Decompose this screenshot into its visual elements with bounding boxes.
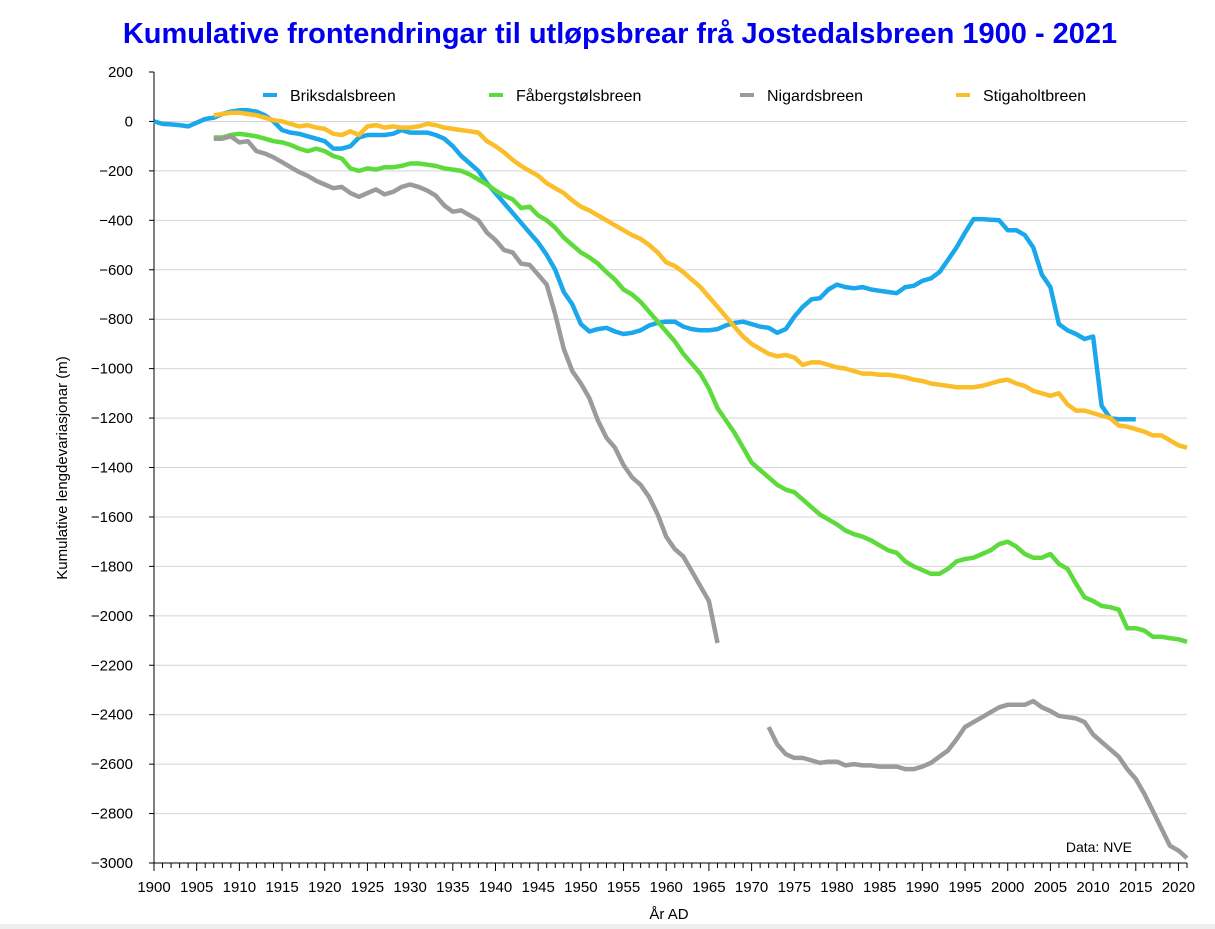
y-tick-label: −1000 — [91, 361, 133, 378]
x-tick-label: 1930 — [393, 879, 426, 896]
chart-title: Kumulative frontendringar til utløpsbrea… — [122, 18, 1118, 50]
y-tick-label: −800 — [99, 311, 133, 328]
y-axis-title: Kumulative lengdevariasjonar (m) — [54, 356, 71, 579]
x-tick-label: 1955 — [607, 879, 640, 896]
y-tick-label: −600 — [99, 262, 133, 279]
legend-label-stigaholtbreen: Stigaholtbreen — [983, 88, 1086, 105]
x-tick-label: 1995 — [948, 879, 981, 896]
x-tick-label: 1960 — [650, 879, 683, 896]
y-tick-label: −2400 — [91, 707, 133, 724]
series-line-stigaholtbreen — [213, 110, 1188, 450]
x-tick-label: 1910 — [223, 879, 256, 896]
series-line-briksdalsbreen — [153, 108, 1136, 422]
x-tick-label: 1970 — [735, 879, 768, 896]
x-tick-label: 1975 — [778, 879, 811, 896]
x-tick-label: 1980 — [820, 879, 853, 896]
y-tick-label: −400 — [99, 212, 133, 229]
y-tick-label: −2600 — [91, 756, 133, 773]
x-tick-label: 1915 — [265, 879, 298, 896]
x-tick-label: 1900 — [137, 879, 170, 896]
legend-label-briksdalsbreen: Briksdalsbreen — [290, 88, 396, 105]
y-tick-label: −1800 — [91, 558, 133, 575]
y-tick-label: −1600 — [91, 509, 133, 526]
y-tick-label: −3000 — [91, 855, 133, 872]
x-axis-title: År AD — [649, 906, 688, 923]
legend-label-nigardsbreen: Nigardsbreen — [767, 88, 863, 105]
series-line-nigardsbreen — [766, 698, 1189, 860]
x-tick-label: 1990 — [906, 879, 939, 896]
window-bottom-edge — [0, 924, 1215, 929]
x-tick-label: 1925 — [351, 879, 384, 896]
y-tick-label: −1200 — [91, 410, 133, 427]
x-tick-label: 1945 — [521, 879, 554, 896]
source-note: Data: NVE — [1066, 839, 1132, 855]
x-tick-label: 1935 — [436, 879, 469, 896]
x-tick-label: 1940 — [479, 879, 512, 896]
series-line-nigardsbreen — [213, 134, 720, 644]
grid-lines — [154, 120, 1187, 815]
x-tick-label: 2005 — [1034, 879, 1067, 896]
x-tick-label: 1965 — [692, 879, 725, 896]
x-tick-label: 1950 — [564, 879, 597, 896]
y-tick-label: 200 — [108, 64, 133, 81]
x-tick-label: 2015 — [1119, 879, 1152, 896]
x-tick-label: 1920 — [308, 879, 341, 896]
series-lines — [153, 108, 1189, 860]
x-tick-label: 1985 — [863, 879, 896, 896]
y-tick-label: −2200 — [91, 657, 133, 674]
y-tick-label: −2800 — [91, 806, 133, 823]
y-tick-label: −1400 — [91, 460, 133, 477]
legend: Briksdalsbreen Fåbergstølsbreen Nigardsbre… — [263, 87, 1086, 105]
x-tick-label: 2020 — [1162, 879, 1195, 896]
x-tick-label: 2000 — [991, 879, 1024, 896]
y-tick-label: 0 — [125, 113, 133, 130]
x-tick-label: 2010 — [1076, 879, 1109, 896]
axes: 2000−200−400−600−800−1000−1200−1400−1600… — [91, 64, 1195, 896]
y-tick-label: −2000 — [91, 608, 133, 625]
y-tick-label: −200 — [99, 163, 133, 180]
x-tick-label: 1905 — [180, 879, 213, 896]
legend-label-f-bergst-lsbreen: Fåbergstølsbreen — [516, 87, 641, 105]
series-line-f-bergst-lsbreen — [213, 131, 1188, 644]
